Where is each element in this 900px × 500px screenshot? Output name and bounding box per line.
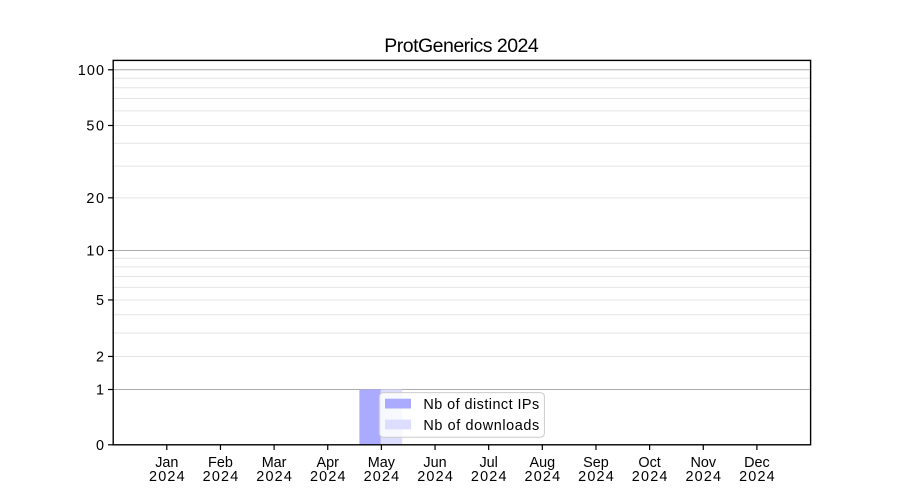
svg-text:5: 5 xyxy=(96,293,104,309)
svg-text:2024: 2024 xyxy=(417,469,453,485)
svg-text:2024: 2024 xyxy=(578,469,614,485)
svg-text:Nov: Nov xyxy=(690,455,716,471)
svg-text:Oct: Oct xyxy=(638,455,660,471)
svg-text:Nb of downloads: Nb of downloads xyxy=(423,418,539,434)
svg-text:2024: 2024 xyxy=(310,469,346,485)
svg-text:Jul: Jul xyxy=(479,455,497,471)
svg-text:2024: 2024 xyxy=(203,469,239,485)
svg-text:0: 0 xyxy=(96,438,104,454)
svg-text:Aug: Aug xyxy=(530,455,556,471)
svg-text:10: 10 xyxy=(86,244,104,260)
svg-text:Nb of distinct IPs: Nb of distinct IPs xyxy=(423,397,539,413)
svg-text:2: 2 xyxy=(96,350,104,366)
svg-text:2024: 2024 xyxy=(471,469,507,485)
svg-text:2024: 2024 xyxy=(632,469,668,485)
svg-text:ProtGenerics 2024: ProtGenerics 2024 xyxy=(384,35,539,57)
svg-text:Jan: Jan xyxy=(155,455,178,471)
svg-text:2024: 2024 xyxy=(739,469,775,485)
svg-text:Sep: Sep xyxy=(583,455,609,471)
svg-text:2024: 2024 xyxy=(149,469,185,485)
svg-text:Dec: Dec xyxy=(744,455,770,471)
svg-text:1: 1 xyxy=(96,383,104,399)
svg-text:20: 20 xyxy=(86,191,104,207)
svg-text:Feb: Feb xyxy=(208,455,233,471)
svg-text:2024: 2024 xyxy=(525,469,561,485)
svg-text:Jun: Jun xyxy=(423,455,446,471)
svg-text:May: May xyxy=(368,455,396,471)
svg-text:2024: 2024 xyxy=(364,469,400,485)
svg-text:2024: 2024 xyxy=(256,469,292,485)
svg-text:100: 100 xyxy=(78,63,104,79)
svg-text:50: 50 xyxy=(86,119,104,135)
svg-text:Apr: Apr xyxy=(317,455,340,471)
svg-text:Mar: Mar xyxy=(262,455,287,471)
svg-text:2024: 2024 xyxy=(685,469,721,485)
